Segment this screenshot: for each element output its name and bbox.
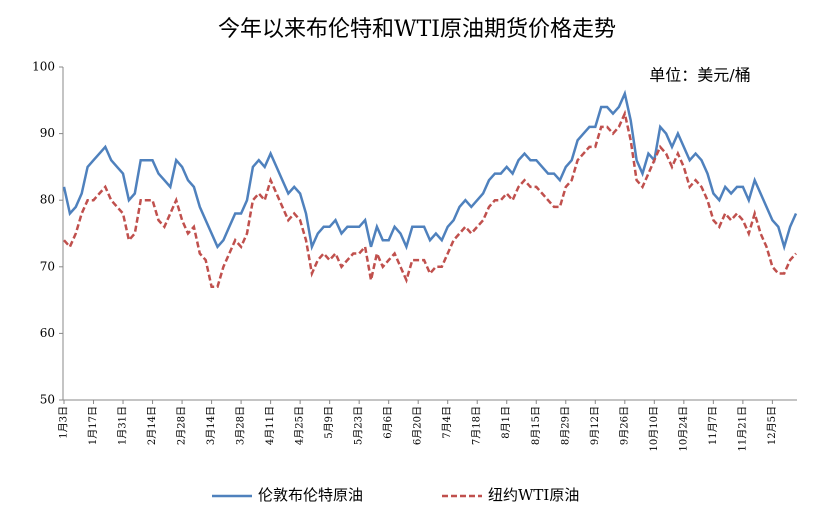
- x-tick-label: 12月5日: [766, 406, 778, 445]
- y-tick-label: 100: [32, 60, 55, 74]
- x-tick-label: 3月14日: [205, 406, 217, 445]
- x-tick-label: 7月18日: [471, 406, 483, 445]
- x-tick-label: 1月17日: [87, 406, 99, 445]
- x-tick-label: 10月10日: [648, 406, 660, 451]
- x-tick-label: 11月21日: [736, 406, 748, 451]
- x-tick-label: 9月26日: [618, 406, 630, 445]
- x-tick-label: 8月1日: [500, 406, 512, 439]
- x-tick-label: 5月9日: [323, 406, 335, 439]
- x-tick-label: 4月25日: [294, 406, 306, 445]
- x-tick-label: 7月4日: [441, 406, 453, 439]
- y-tick-label: 70: [40, 259, 55, 273]
- x-tick-label: 2月14日: [146, 406, 158, 445]
- y-tick-label: 90: [40, 126, 55, 140]
- legend-label: 伦敦布伦特原油: [258, 486, 363, 504]
- series-line: [63, 109, 797, 289]
- unit-note: 单位：美元/桶: [649, 66, 750, 85]
- x-tick-label: 11月7日: [707, 406, 719, 445]
- x-tick-label: 5月23日: [353, 406, 365, 445]
- legend-label: 纽约WTI原油: [488, 486, 579, 504]
- x-tick-label: 6月6日: [382, 406, 394, 439]
- x-tick-label: 1月31日: [117, 406, 129, 445]
- y-tick-label: 50: [40, 393, 55, 407]
- x-tick-label: 3月28日: [235, 406, 247, 445]
- x-tick-label: 6月20日: [412, 406, 424, 445]
- y-tick-label: 60: [40, 326, 55, 340]
- x-tick-label: 2月28日: [176, 406, 188, 445]
- chart-title: 今年以来布伦特和WTI原油期货价格走势: [218, 17, 616, 42]
- y-tick-label: 80: [40, 193, 55, 207]
- series-line: [62, 89, 798, 252]
- x-tick-label: 1月3日: [58, 406, 70, 439]
- x-tick-label: 10月24日: [677, 406, 689, 451]
- x-tick-label: 9月12日: [589, 406, 601, 445]
- x-tick-label: 8月15日: [530, 406, 542, 445]
- x-tick-label: 8月29日: [559, 406, 571, 445]
- x-tick-label: 4月11日: [264, 406, 276, 445]
